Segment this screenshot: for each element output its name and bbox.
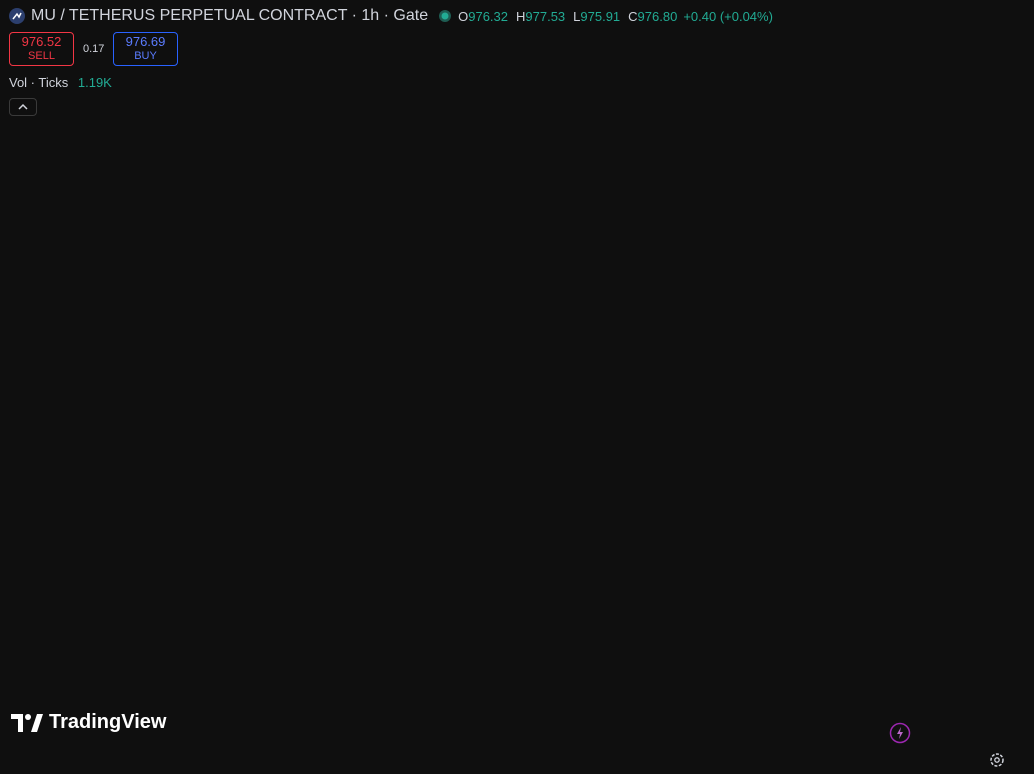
brand-name: TradingView bbox=[49, 711, 167, 733]
ohlc-item: O976.32 bbox=[458, 9, 508, 24]
ohlc-key: O bbox=[458, 8, 469, 24]
volume-legend-label: Vol · Ticks bbox=[9, 75, 69, 90]
sell-button[interactable]: 976.52 SELL bbox=[9, 32, 74, 66]
branding: TradingView bbox=[11, 711, 166, 734]
ohlc-legend: O976.32 H977.53 L975.91 C976.80 bbox=[458, 9, 677, 24]
header: MU / TETHERUS PERPETUAL CONTRACT · 1h · … bbox=[9, 7, 773, 25]
ohlc-value: 976.32 bbox=[468, 8, 508, 24]
ohlc-item: H977.53 bbox=[516, 9, 565, 24]
collapse-button[interactable] bbox=[9, 98, 37, 116]
title: MU / TETHERUS PERPETUAL CONTRACT · 1h · … bbox=[31, 7, 429, 24]
volume-legend-value: 1.19K bbox=[77, 75, 112, 90]
spread: 0.17 bbox=[83, 43, 105, 55]
buy-button[interactable]: 976.69 BUY bbox=[113, 32, 178, 66]
buy-price: 976.69 bbox=[125, 34, 166, 49]
symbol-icon bbox=[9, 8, 25, 24]
tv-logo bbox=[11, 713, 43, 732]
volume-legend: Vol · Ticks 1.19K bbox=[9, 75, 112, 90]
ohlc-key: H bbox=[516, 8, 526, 24]
settings-button[interactable] bbox=[988, 751, 1006, 769]
buy-label: BUY bbox=[134, 50, 157, 62]
status-dot bbox=[439, 10, 452, 22]
lightning-button[interactable] bbox=[889, 722, 911, 744]
ohlc-value: 975.91 bbox=[580, 8, 621, 24]
ohlc-value: 977.53 bbox=[525, 8, 566, 24]
ohlc-key: L bbox=[573, 8, 581, 24]
sell-price: 976.52 bbox=[21, 34, 62, 49]
ohlc-key: C bbox=[628, 8, 638, 24]
ohlc-item: C976.80 bbox=[628, 9, 677, 24]
change: +0.40 (+0.04%) bbox=[683, 8, 773, 24]
sell-label: SELL bbox=[28, 50, 55, 62]
ohlc-value: 976.80 bbox=[637, 8, 678, 24]
ohlc-item: L975.91 bbox=[573, 9, 620, 24]
chevron bbox=[18, 103, 28, 110]
